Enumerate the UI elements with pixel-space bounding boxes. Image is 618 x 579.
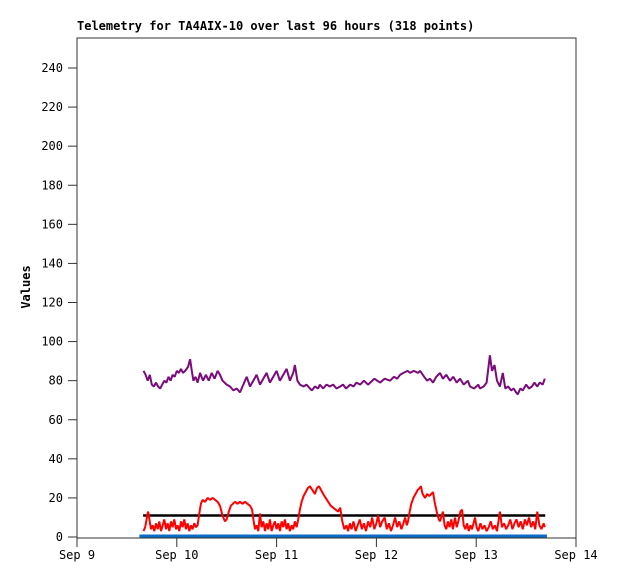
plot-border bbox=[76, 37, 577, 539]
y-tick-label: 220 bbox=[41, 100, 63, 114]
x-tick-label: Sep 12 bbox=[355, 548, 398, 562]
y-tick-label: 160 bbox=[41, 217, 63, 231]
x-tick-label: Sep 14 bbox=[554, 548, 597, 562]
y-tick-label: 120 bbox=[41, 296, 63, 310]
y-tick-label: 180 bbox=[41, 178, 63, 192]
chart-title: Telemetry for TA4AIX-10 over last 96 hou… bbox=[77, 19, 475, 33]
y-tick-label: 60 bbox=[49, 413, 63, 427]
y-tick-label: 240 bbox=[41, 61, 63, 75]
x-tick-label: Sep 11 bbox=[255, 548, 298, 562]
x-tick-label: Sep 10 bbox=[155, 548, 198, 562]
x-tick-label: Sep 13 bbox=[455, 548, 498, 562]
telemetry-channel-purple bbox=[142, 355, 546, 395]
y-tick-label: 80 bbox=[49, 374, 63, 388]
y-tick-label: 140 bbox=[41, 256, 63, 270]
y-tick-label: 40 bbox=[49, 452, 63, 466]
y-tick-label: 100 bbox=[41, 335, 63, 349]
y-tick-label: 0 bbox=[56, 530, 63, 544]
y-tick-label: 200 bbox=[41, 139, 63, 153]
x-tick-label: Sep 9 bbox=[59, 548, 95, 562]
y-tick-label: 20 bbox=[49, 491, 63, 505]
telemetry-channel-red bbox=[142, 485, 546, 532]
